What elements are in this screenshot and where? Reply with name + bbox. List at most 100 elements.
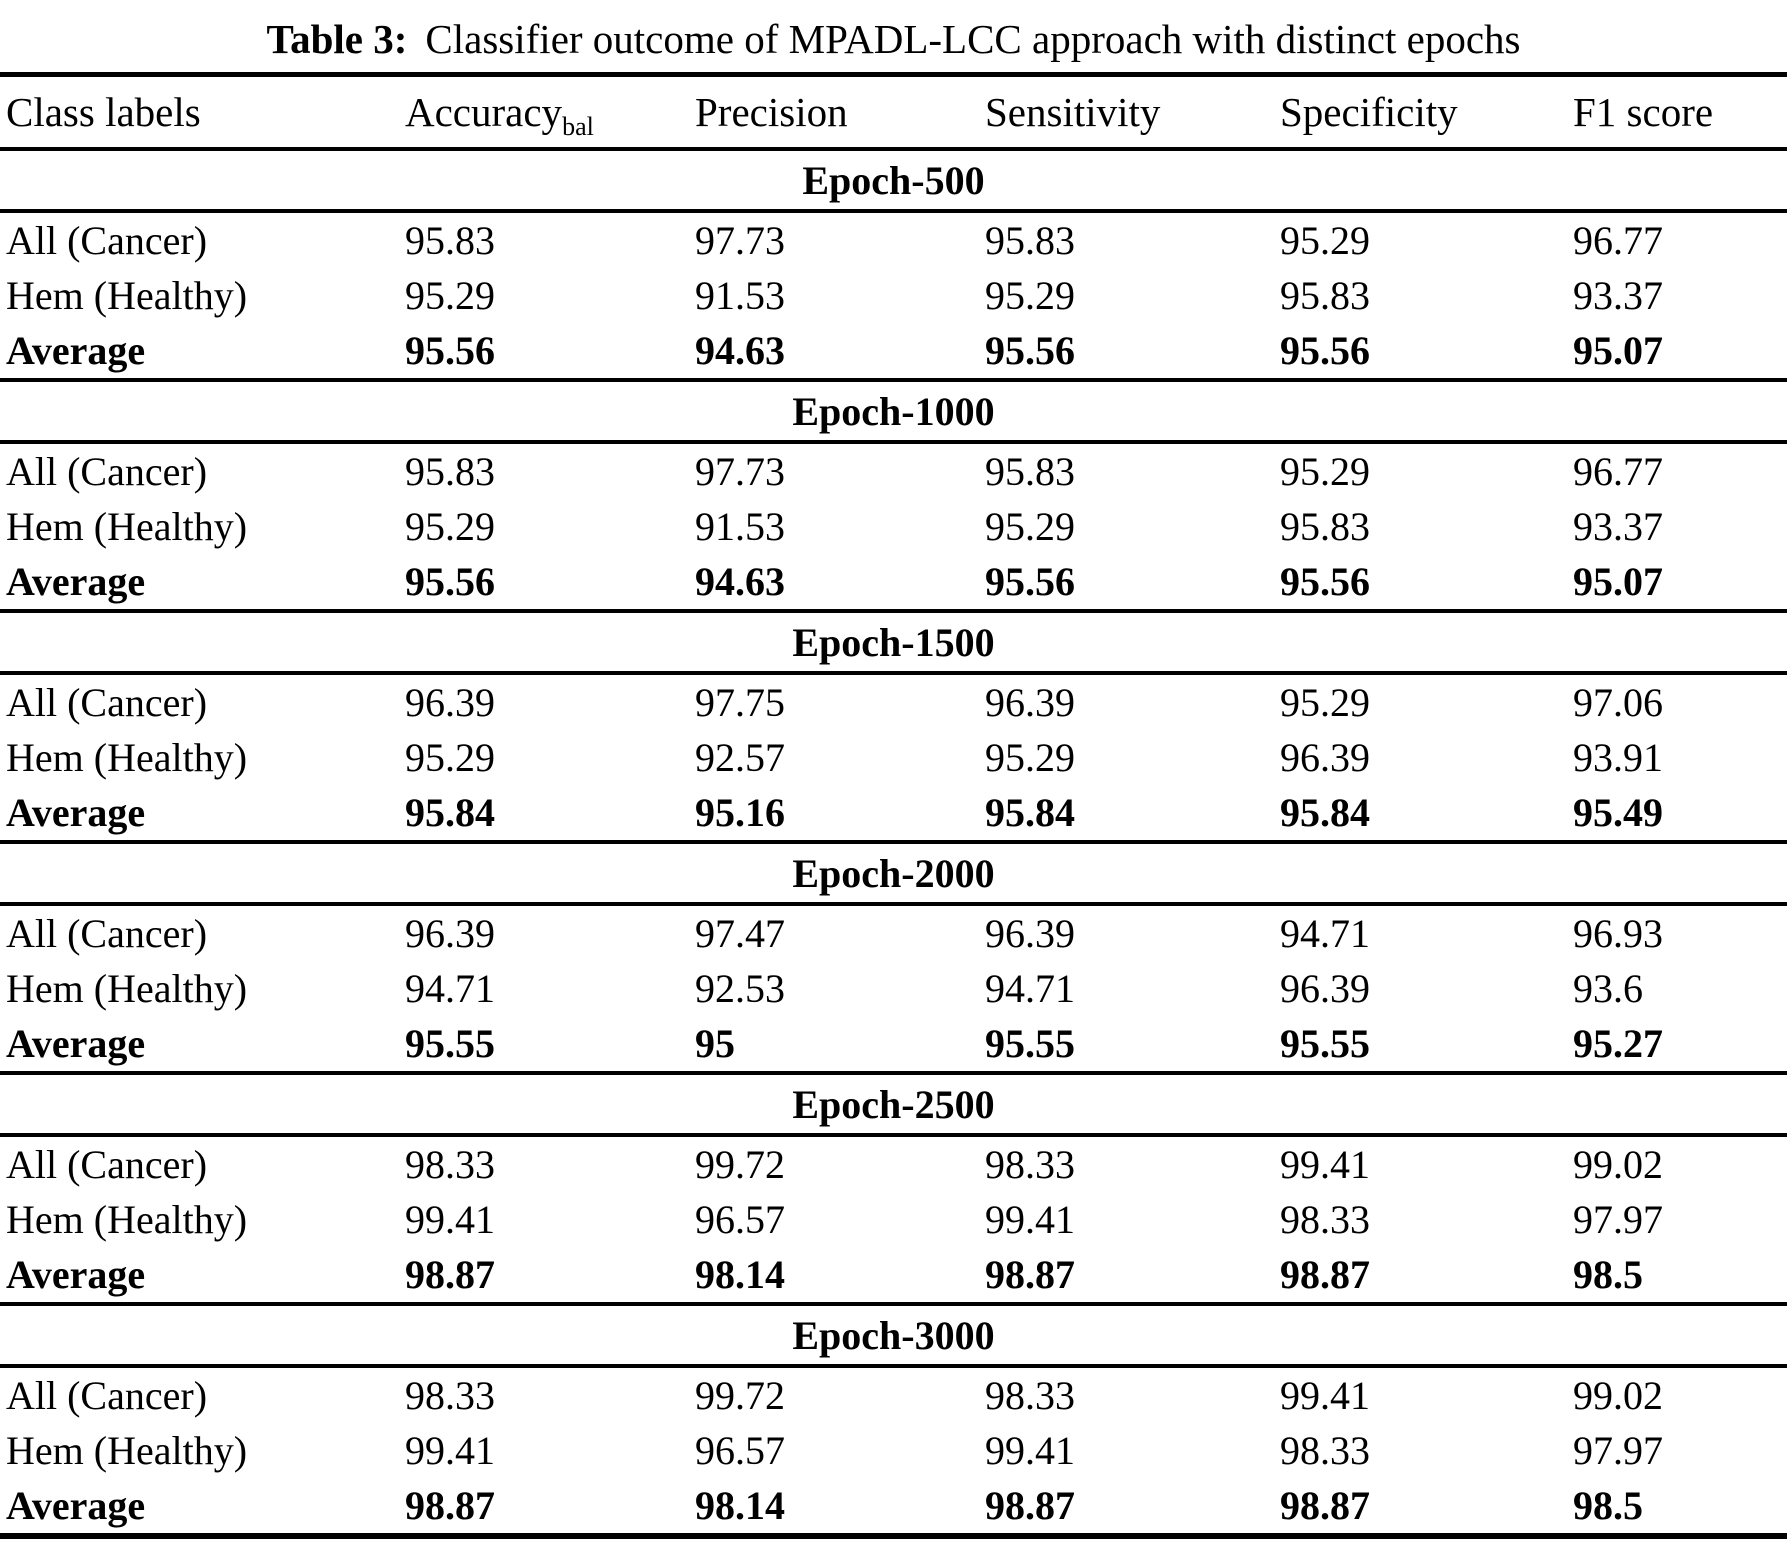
cell-precision: 97.47 bbox=[695, 911, 785, 956]
col-header-specificity: Specificity bbox=[1280, 72, 1573, 151]
cell-accuracy: 95.56 bbox=[405, 554, 695, 613]
row-label: Hem (Healthy) bbox=[6, 1197, 248, 1242]
table-row-average: Average 95.55 95 95.55 95.55 95.27 bbox=[0, 1016, 1787, 1075]
section-title-epoch-1500: Epoch-1500 bbox=[0, 611, 1787, 675]
cell-accuracy: 95.83 bbox=[405, 218, 495, 263]
cell-precision: 98.14 bbox=[695, 1478, 985, 1539]
table-row: All (Cancer) 95.83 97.73 95.83 95.29 96.… bbox=[0, 442, 1787, 499]
accuracy-subscript: bal bbox=[562, 112, 594, 142]
cell-f1: 93.91 bbox=[1573, 735, 1663, 780]
cell-precision: 94.63 bbox=[695, 323, 985, 382]
cell-f1: 95.49 bbox=[1573, 785, 1787, 844]
cell-f1: 99.02 bbox=[1573, 1373, 1663, 1418]
table-row: All (Cancer) 96.39 97.75 96.39 95.29 97.… bbox=[0, 673, 1787, 730]
cell-specificity: 95.84 bbox=[1280, 785, 1573, 844]
table-row-average: Average 95.56 94.63 95.56 95.56 95.07 bbox=[0, 554, 1787, 613]
table-row: Hem (Healthy) 95.29 91.53 95.29 95.83 93… bbox=[0, 268, 1787, 323]
col-header-sensitivity: Sensitivity bbox=[985, 72, 1280, 151]
cell-f1: 96.77 bbox=[1573, 449, 1663, 494]
table-row-average: Average 98.87 98.14 98.87 98.87 98.5 bbox=[0, 1247, 1787, 1306]
cell-precision: 91.53 bbox=[695, 273, 785, 318]
cell-sensitivity: 96.39 bbox=[985, 680, 1075, 725]
table-number-label: Table 3: bbox=[266, 16, 408, 62]
cell-specificity: 95.83 bbox=[1280, 504, 1370, 549]
table-row: Hem (Healthy) 94.71 92.53 94.71 96.39 93… bbox=[0, 961, 1787, 1016]
row-label: All (Cancer) bbox=[6, 1373, 208, 1418]
table-row-average: Average 95.56 94.63 95.56 95.56 95.07 bbox=[0, 323, 1787, 382]
table-row: Hem (Healthy) 99.41 96.57 99.41 98.33 97… bbox=[0, 1423, 1787, 1478]
cell-specificity: 94.71 bbox=[1280, 911, 1370, 956]
cell-sensitivity: 99.41 bbox=[985, 1428, 1075, 1473]
row-label: Average bbox=[0, 554, 405, 613]
table-caption-text: Classifier outcome of MPADL-LCC approach… bbox=[425, 16, 1521, 62]
row-label: All (Cancer) bbox=[6, 1142, 208, 1187]
cell-sensitivity: 95.29 bbox=[985, 273, 1075, 318]
cell-precision: 95 bbox=[695, 1016, 985, 1075]
section-title-epoch-2500: Epoch-2500 bbox=[0, 1073, 1787, 1137]
cell-sensitivity: 96.39 bbox=[985, 911, 1075, 956]
cell-accuracy: 95.29 bbox=[405, 735, 495, 780]
row-label: Average bbox=[0, 1016, 405, 1075]
row-label: All (Cancer) bbox=[6, 911, 208, 956]
cell-sensitivity: 98.33 bbox=[985, 1142, 1075, 1187]
cell-specificity: 95.83 bbox=[1280, 273, 1370, 318]
cell-sensitivity: 95.83 bbox=[985, 449, 1075, 494]
cell-accuracy: 96.39 bbox=[405, 911, 495, 956]
cell-accuracy: 98.33 bbox=[405, 1373, 495, 1418]
cell-accuracy: 95.56 bbox=[405, 323, 695, 382]
col-header-class-labels: Class labels bbox=[0, 72, 405, 151]
header-row: Class labels Accuracybal Precision Sensi… bbox=[0, 72, 1787, 151]
cell-f1: 96.77 bbox=[1573, 218, 1663, 263]
row-label: All (Cancer) bbox=[6, 218, 208, 263]
cell-f1: 96.93 bbox=[1573, 911, 1663, 956]
cell-f1: 97.97 bbox=[1573, 1428, 1663, 1473]
row-label: Average bbox=[0, 1478, 405, 1539]
cell-specificity: 95.55 bbox=[1280, 1016, 1573, 1075]
cell-specificity: 95.29 bbox=[1280, 680, 1370, 725]
section-title-epoch-2000: Epoch-2000 bbox=[0, 842, 1787, 906]
cell-specificity: 98.87 bbox=[1280, 1247, 1573, 1306]
cell-specificity: 99.41 bbox=[1280, 1142, 1370, 1187]
cell-accuracy: 96.39 bbox=[405, 680, 495, 725]
cell-sensitivity: 95.83 bbox=[985, 218, 1075, 263]
cell-accuracy: 95.55 bbox=[405, 1016, 695, 1075]
cell-sensitivity: 99.41 bbox=[985, 1197, 1075, 1242]
cell-precision: 95.16 bbox=[695, 785, 985, 844]
cell-accuracy: 98.87 bbox=[405, 1247, 695, 1306]
cell-sensitivity: 95.55 bbox=[985, 1016, 1280, 1075]
cell-f1: 98.5 bbox=[1573, 1247, 1787, 1306]
section-title-epoch-1000: Epoch-1000 bbox=[0, 380, 1787, 444]
cell-sensitivity: 95.84 bbox=[985, 785, 1280, 844]
cell-accuracy: 99.41 bbox=[405, 1197, 495, 1242]
cell-precision: 91.53 bbox=[695, 504, 785, 549]
cell-precision: 99.72 bbox=[695, 1142, 785, 1187]
row-label: Hem (Healthy) bbox=[6, 735, 248, 780]
row-label: Average bbox=[0, 323, 405, 382]
cell-sensitivity: 98.33 bbox=[985, 1373, 1075, 1418]
cell-f1: 93.37 bbox=[1573, 273, 1663, 318]
cell-sensitivity: 95.29 bbox=[985, 735, 1075, 780]
cell-specificity: 95.29 bbox=[1280, 218, 1370, 263]
cell-accuracy: 95.83 bbox=[405, 449, 495, 494]
cell-precision: 92.53 bbox=[695, 966, 785, 1011]
cell-specificity: 95.56 bbox=[1280, 323, 1573, 382]
cell-precision: 96.57 bbox=[695, 1428, 785, 1473]
cell-accuracy: 95.29 bbox=[405, 273, 495, 318]
cell-f1: 93.6 bbox=[1573, 966, 1643, 1011]
cell-precision: 94.63 bbox=[695, 554, 985, 613]
cell-sensitivity: 94.71 bbox=[985, 966, 1075, 1011]
cell-precision: 97.75 bbox=[695, 680, 785, 725]
cell-precision: 97.73 bbox=[695, 449, 785, 494]
cell-f1: 95.07 bbox=[1573, 323, 1787, 382]
cell-f1: 95.27 bbox=[1573, 1016, 1787, 1075]
cell-f1: 97.06 bbox=[1573, 680, 1663, 725]
row-label: Hem (Healthy) bbox=[6, 1428, 248, 1473]
cell-specificity: 96.39 bbox=[1280, 966, 1370, 1011]
cell-accuracy: 99.41 bbox=[405, 1428, 495, 1473]
table-row: All (Cancer) 95.83 97.73 95.83 95.29 96.… bbox=[0, 211, 1787, 268]
cell-specificity: 96.39 bbox=[1280, 735, 1370, 780]
table-row-average: Average 95.84 95.16 95.84 95.84 95.49 bbox=[0, 785, 1787, 844]
results-table: Class labels Accuracybal Precision Sensi… bbox=[0, 72, 1787, 1539]
cell-precision: 98.14 bbox=[695, 1247, 985, 1306]
